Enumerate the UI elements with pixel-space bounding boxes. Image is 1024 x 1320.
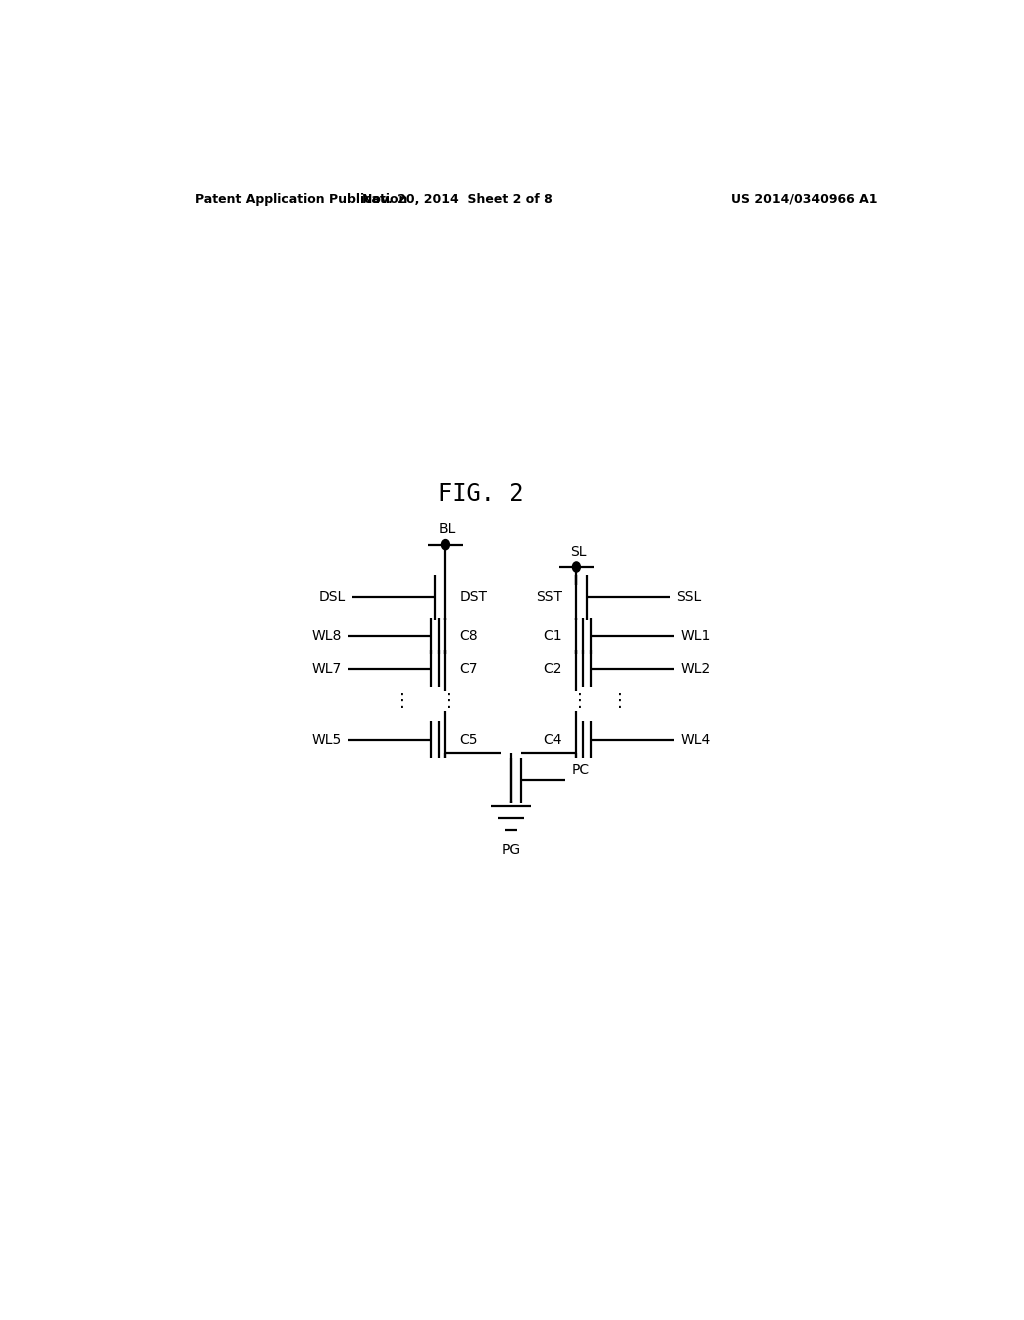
Text: Patent Application Publication: Patent Application Publication xyxy=(196,193,408,206)
Text: C1: C1 xyxy=(544,630,562,643)
Text: US 2014/0340966 A1: US 2014/0340966 A1 xyxy=(731,193,878,206)
Text: FIG. 2: FIG. 2 xyxy=(438,482,524,506)
Text: ⋮: ⋮ xyxy=(393,692,411,710)
Text: PC: PC xyxy=(571,763,590,777)
Text: ⋮: ⋮ xyxy=(571,692,590,710)
Text: C7: C7 xyxy=(460,661,478,676)
Text: ⋮: ⋮ xyxy=(611,692,629,710)
Text: ⋮: ⋮ xyxy=(440,692,459,710)
Circle shape xyxy=(441,540,450,549)
Text: SST: SST xyxy=(537,590,562,605)
Text: C5: C5 xyxy=(460,733,478,747)
Text: WL5: WL5 xyxy=(311,733,341,747)
Text: WL8: WL8 xyxy=(311,630,341,643)
Text: PG: PG xyxy=(502,842,520,857)
Text: C2: C2 xyxy=(544,661,562,676)
Text: WL2: WL2 xyxy=(680,661,711,676)
Circle shape xyxy=(572,562,581,572)
Text: SSL: SSL xyxy=(677,590,701,605)
Text: BL: BL xyxy=(438,523,456,536)
Text: DSL: DSL xyxy=(318,590,345,605)
Text: WL1: WL1 xyxy=(680,630,711,643)
Text: C4: C4 xyxy=(544,733,562,747)
Text: DST: DST xyxy=(460,590,487,605)
Text: SL: SL xyxy=(569,545,586,558)
Text: Nov. 20, 2014  Sheet 2 of 8: Nov. 20, 2014 Sheet 2 of 8 xyxy=(361,193,553,206)
Text: WL7: WL7 xyxy=(311,661,341,676)
Text: C8: C8 xyxy=(460,630,478,643)
Text: WL4: WL4 xyxy=(680,733,711,747)
